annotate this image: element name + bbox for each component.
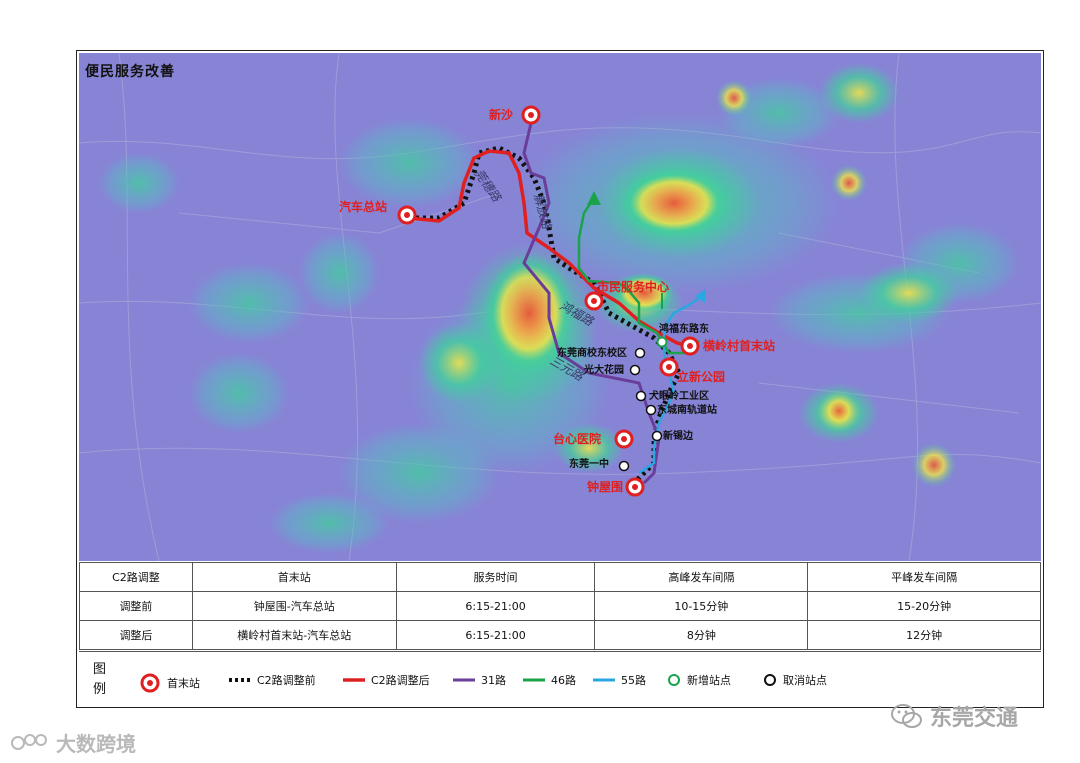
label-dongguanshang: 东莞商校东校区 <box>557 346 627 359</box>
table-cell: 6:15-21:00 <box>395 591 596 621</box>
route-46 <box>577 197 700 355</box>
legend-item-55: 55路 <box>593 672 646 688</box>
terminal-stations <box>397 105 700 497</box>
heat-map-canvas: 莞穗路 解放路 鸿福路 三元路 新沙 汽车总站 市民服务中心 横岭村首末站 立新… <box>79 53 1041 561</box>
legend-item-terminal: 首末站 <box>139 672 200 694</box>
table-cell: 横岭村首末站-汽车总站 <box>191 620 397 650</box>
table-cell: 15-20分钟 <box>807 591 1041 621</box>
label-hengling: 横岭村首末站 <box>703 338 775 353</box>
table-cell: 钟屋围-汽车总站 <box>191 591 397 621</box>
legend: 图例 首末站 C2路调整前 C2路调整后 31路 46路 <box>79 651 1041 707</box>
legend-label-c2-before: C2路调整前 <box>257 674 316 687</box>
label-dongchengnan: 东城南轨道站 <box>657 403 717 416</box>
new-stop-hongfu <box>656 336 668 348</box>
table-cell: 调整后 <box>79 620 193 650</box>
route-46-arrow-icon <box>587 191 601 205</box>
label-qiche: 汽车总站 <box>339 199 387 214</box>
legend-label-new-stop: 新增站点 <box>687 674 731 687</box>
label-hongfu-stop: 鸿福东路东 <box>659 322 709 335</box>
route-31-line-icon <box>453 678 475 682</box>
station-shimin <box>584 291 604 311</box>
c2-before-line-icon <box>229 678 251 682</box>
stop-labels: 鸿福东路东 东莞商校东校区 光大花园 犬眠岭工业区 东城南轨道站 新锡边 东莞一… <box>557 322 717 470</box>
station-taixin <box>614 429 634 449</box>
route-31 <box>522 122 661 485</box>
table-cell: 调整前 <box>79 591 193 621</box>
label-shimin: 市民服务中心 <box>597 279 669 294</box>
legend-item-31: 31路 <box>453 672 506 688</box>
station-labels: 新沙 汽车总站 市民服务中心 横岭村首末站 立新公园 台心医院 钟屋围 <box>339 107 775 494</box>
heat-hot-zones <box>484 80 956 487</box>
watermark-left: 大数跨境 <box>10 728 136 757</box>
table-row: 调整后 横岭村首末站-汽车总站 6:15-21:00 8分钟 12分钟 <box>79 620 1041 650</box>
table-cell: 8分钟 <box>594 620 809 650</box>
table-header-cell: C2路调整 <box>79 562 193 592</box>
label-xinxibian: 新锡边 <box>663 429 694 442</box>
route-55-arrow-icon <box>695 289 706 303</box>
stop-guangda <box>629 364 641 376</box>
watermark-right-text: 东莞交通 <box>930 706 1019 731</box>
station-xinsha <box>521 105 541 125</box>
c2-after-line-icon <box>343 678 365 682</box>
watermark-left-text: 大数跨境 <box>56 732 136 756</box>
table-cell: 12分钟 <box>807 620 1041 650</box>
route-46-line-icon <box>523 678 545 682</box>
terminal-station-icon <box>140 673 160 693</box>
table-header-cell: 高峰发车间隔 <box>594 562 809 592</box>
route-55-line-icon <box>593 678 615 682</box>
table-header-cell: 首末站 <box>191 562 397 592</box>
table-cell: 6:15-21:00 <box>395 620 596 650</box>
legend-label-cancelled-stop: 取消站点 <box>783 674 827 687</box>
stop-dongguanyizhong <box>618 460 630 472</box>
legend-item-cancelled-stop: 取消站点 <box>763 672 827 688</box>
stop-xinxibian <box>651 430 663 442</box>
wechat-icon <box>891 704 922 728</box>
table-header-row: C2路调整 首末站 服务时间 高峰发车间隔 平峰发车间隔 <box>79 562 1041 592</box>
label-taixin: 台心医院 <box>553 431 601 446</box>
label-guangda: 光大花园 <box>583 363 624 376</box>
legend-label-c2-after: C2路调整后 <box>371 674 430 687</box>
legend-label-46: 46路 <box>551 674 576 687</box>
c2-adjustment-table: C2路调整 首末站 服务时间 高峰发车间隔 平峰发车间隔 调整前 钟屋围-汽车总… <box>79 562 1041 650</box>
station-lixin <box>659 357 679 377</box>
label-zhongwu: 钟屋围 <box>587 479 623 494</box>
cancelled-stop-icon <box>764 674 776 686</box>
table-cell: 10-15分钟 <box>594 591 809 621</box>
table-row: 调整前 钟屋围-汽车总站 6:15-21:00 10-15分钟 15-20分钟 <box>79 591 1041 621</box>
label-dongguanyizhong: 东莞一中 <box>569 457 609 470</box>
station-qiche <box>397 205 417 225</box>
new-stop-icon <box>668 674 680 686</box>
label-xinsha: 新沙 <box>489 107 513 122</box>
heat-map: 莞穗路 解放路 鸿福路 三元路 新沙 汽车总站 市民服务中心 横岭村首末站 立新… <box>79 53 1041 561</box>
small-stops <box>618 336 668 472</box>
legend-title: 图例 <box>93 662 107 697</box>
legend-item-46: 46路 <box>523 672 576 688</box>
brand-logo-icon <box>11 733 47 750</box>
station-hengling <box>680 336 700 356</box>
watermark-right: 东莞交通 <box>890 700 1018 732</box>
legend-item-c2-before: C2路调整前 <box>229 672 316 688</box>
table-header-cell: 平峰发车间隔 <box>807 562 1041 592</box>
legend-label-terminal: 首末站 <box>167 677 200 690</box>
legend-label-31: 31路 <box>481 674 506 687</box>
stop-quanmian <box>635 390 647 402</box>
legend-item-new-stop: 新增站点 <box>667 672 731 688</box>
legend-label-55: 55路 <box>621 674 646 687</box>
legend-item-c2-after: C2路调整后 <box>343 672 430 688</box>
label-lixin: 立新公园 <box>677 369 725 384</box>
label-quanmian: 犬眠岭工业区 <box>649 389 709 402</box>
table-header-cell: 服务时间 <box>395 562 596 592</box>
stop-dongguanshang <box>634 347 646 359</box>
map-title: 便民服务改善 <box>85 64 175 80</box>
station-zhongwu <box>625 477 645 497</box>
stop-dongchengnan <box>645 404 657 416</box>
